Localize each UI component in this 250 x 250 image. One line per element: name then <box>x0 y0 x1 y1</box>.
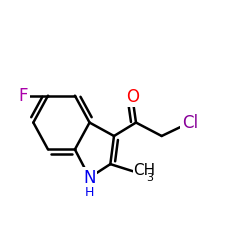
Text: H: H <box>85 186 94 199</box>
Text: CH: CH <box>134 163 156 178</box>
Text: O: O <box>126 88 139 106</box>
Text: F: F <box>19 87 28 105</box>
Text: Cl: Cl <box>182 114 198 132</box>
Text: N: N <box>83 168 96 186</box>
Text: 3: 3 <box>146 172 153 182</box>
